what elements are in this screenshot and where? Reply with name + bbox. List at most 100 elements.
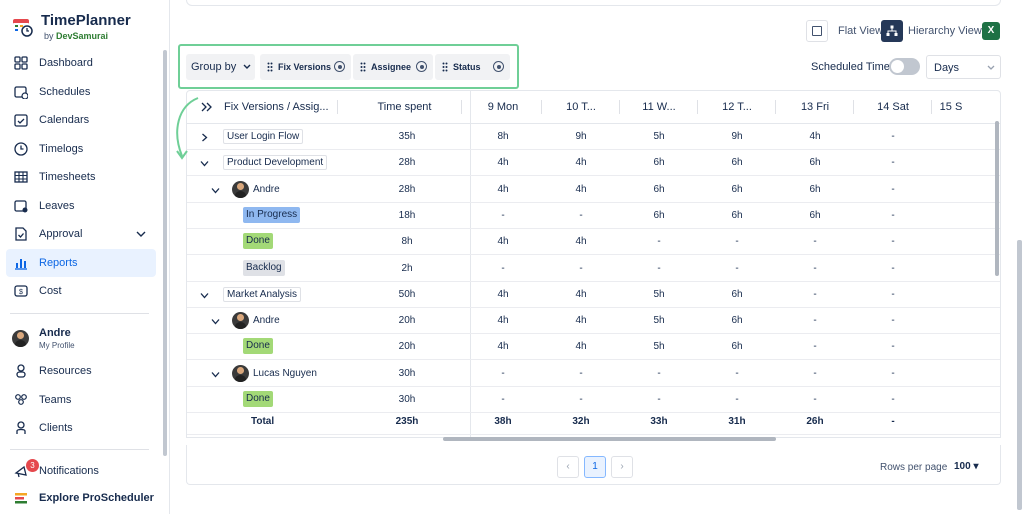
notifications-item[interactable]: Notifications (6, 457, 156, 485)
rows-per-page-select[interactable]: 100 ▾ (954, 461, 979, 472)
header-name[interactable]: Fix Versions / Assig... (224, 101, 329, 113)
sidebar-item-approval[interactable]: Approval (6, 220, 156, 248)
day-cell: 9h (731, 131, 743, 142)
table-row[interactable]: Product Development 28h 4h 4h 6h 6h 6h - (187, 150, 1000, 177)
sidebar-item-reports[interactable]: Reports (6, 248, 156, 277)
fix-version-name[interactable]: Market Analysis (223, 286, 302, 302)
day-cell: 6h (731, 157, 743, 169)
table-row[interactable]: User Login Flow 35h 8h 9h 5h 9h 4h - (187, 124, 1000, 150)
flat-view-checkbox[interactable] (806, 20, 828, 42)
sidebar-item-teams[interactable]: Teams (6, 386, 156, 414)
remove-chip-icon[interactable] (493, 61, 504, 72)
day-cell: 6h (809, 209, 821, 221)
day-cell: - (891, 315, 895, 327)
column-divider (541, 100, 542, 114)
assignee-name[interactable]: Andre (253, 315, 280, 327)
chevron-down-icon[interactable] (200, 160, 209, 167)
group-by-dropdown[interactable]: Group by (186, 54, 255, 80)
sidebar-item-dashboard[interactable]: Dashboard (6, 49, 156, 77)
hierarchy-view-label: Hierarchy View (908, 25, 982, 37)
sidebar-item-label: Timesheets (39, 171, 96, 183)
group-chip-assignee[interactable]: Assignee (353, 54, 433, 80)
assignee-name[interactable]: Lucas Nguyen (253, 367, 317, 379)
header-day[interactable]: 10 T... (566, 101, 596, 113)
header-day[interactable]: 9 Mon (487, 101, 519, 113)
chevron-right-icon[interactable] (201, 133, 208, 142)
sidebar-item-clients[interactable]: Clients (6, 414, 156, 442)
sidebar-item-cost[interactable]: $ Cost (6, 277, 156, 305)
group-chip-fix-versions[interactable]: Fix Versions (260, 54, 351, 80)
chevron-down-icon[interactable] (136, 229, 146, 239)
chevron-down-icon[interactable] (211, 187, 220, 194)
sidebar-item-calendars[interactable]: Calendars (6, 106, 156, 134)
clock-icon (14, 141, 28, 156)
notifications-label: Notifications (39, 465, 99, 477)
day-cell: - (813, 367, 817, 379)
total-row[interactable]: Total 235h 38h 32h 33h 31h 26h - (187, 409, 1000, 436)
remove-chip-icon[interactable] (416, 61, 427, 72)
day-cell: 8h (497, 131, 509, 142)
table-horizontal-scrollbar[interactable] (443, 437, 776, 441)
group-chip-status[interactable]: Status (435, 54, 510, 80)
flat-view-toggle[interactable]: Flat View (806, 20, 883, 42)
sidebar: TimePlanner by DevSamurai Dashboard Sched… (0, 0, 170, 514)
prev-page-button[interactable]: ‹ (557, 456, 579, 478)
table-row[interactable]: Andre 20h 4h 4h 5h 6h - - (187, 308, 1000, 335)
total-label: Total (251, 416, 275, 428)
sidebar-item-timesheets[interactable]: Timesheets (6, 163, 156, 191)
table-header: Fix Versions / Assig... Time spent 9 Mon… (187, 91, 1000, 124)
day-cell: 6h (653, 157, 665, 169)
avatar (12, 330, 29, 347)
chevron-down-icon[interactable] (200, 292, 209, 299)
table-row[interactable]: Done 30h - - - - - - (187, 387, 1000, 413)
header-day[interactable]: 13 Fri (800, 101, 830, 113)
day-cell: 4h (497, 157, 509, 169)
table-row[interactable]: In Progress 18h - - 6h 6h 6h - (187, 203, 1000, 229)
table-row[interactable]: Lucas Nguyen 30h - - - - - - (187, 361, 1000, 387)
sidebar-item-timelogs[interactable]: Timelogs (6, 135, 156, 163)
profile-sub: My Profile (39, 341, 75, 350)
header-day[interactable]: 14 Sat (877, 101, 909, 113)
day-cell: 6h (731, 315, 743, 327)
next-page-button[interactable]: › (611, 456, 633, 478)
hierarchy-view-toggle[interactable]: Hierarchy View (881, 20, 982, 42)
assignee-name[interactable]: Andre (253, 183, 280, 195)
excel-export-button[interactable]: X (982, 22, 1000, 40)
table-row[interactable]: Done 8h 4h 4h - - - - (187, 229, 1000, 256)
fix-version-name[interactable]: User Login Flow (223, 129, 304, 144)
status-badge: Done (243, 233, 273, 250)
sidebar-scrollbar[interactable] (163, 50, 167, 456)
scheduled-time-label: Scheduled Time (811, 61, 890, 73)
header-day[interactable]: 12 T... (722, 101, 752, 113)
day-cell: 32h (572, 416, 590, 428)
table-row[interactable]: Done 20h 4h 4h 5h 6h - - (187, 334, 1000, 361)
header-day[interactable]: 11 W... (642, 101, 676, 113)
drag-handle-icon[interactable] (360, 62, 366, 72)
page-scrollbar[interactable] (1017, 240, 1022, 510)
scheduled-time-switch[interactable] (889, 58, 920, 75)
drag-handle-icon[interactable] (442, 62, 448, 72)
sidebar-item-schedules[interactable]: Schedules (6, 78, 156, 106)
expand-all-icon[interactable] (201, 102, 213, 112)
range-select[interactable]: Days (926, 55, 1001, 79)
header-day[interactable]: 15 S (939, 101, 963, 113)
fix-version-name[interactable]: Product Development (223, 155, 328, 171)
table-row[interactable]: Andre 28h 4h 4h 6h 6h 6h - (187, 177, 1000, 203)
explore-item[interactable]: Explore ProScheduler (6, 484, 156, 512)
sidebar-item-label: Clients (39, 422, 73, 434)
header-time-spent[interactable]: Time spent (377, 101, 432, 113)
chevron-down-icon[interactable] (211, 371, 220, 378)
chevron-down-icon[interactable] (211, 318, 220, 325)
table-row[interactable]: Backlog 2h - - - - - - (187, 256, 1000, 282)
table-vertical-scrollbar[interactable] (995, 121, 999, 276)
drag-handle-icon[interactable] (267, 62, 273, 72)
day-cell: 31h (728, 416, 746, 428)
sidebar-item-leaves[interactable]: Leaves (6, 192, 156, 220)
sidebar-item-resources[interactable]: Resources (6, 357, 156, 385)
hierarchy-icon (881, 20, 903, 42)
remove-chip-icon[interactable] (334, 61, 345, 72)
table-row[interactable]: Market Analysis 50h 4h 4h 5h 6h - - (187, 282, 1000, 308)
page-1-button[interactable]: 1 (584, 456, 606, 478)
day-cell: - (579, 262, 583, 274)
profile-item[interactable]: Andre My Profile (6, 324, 156, 354)
